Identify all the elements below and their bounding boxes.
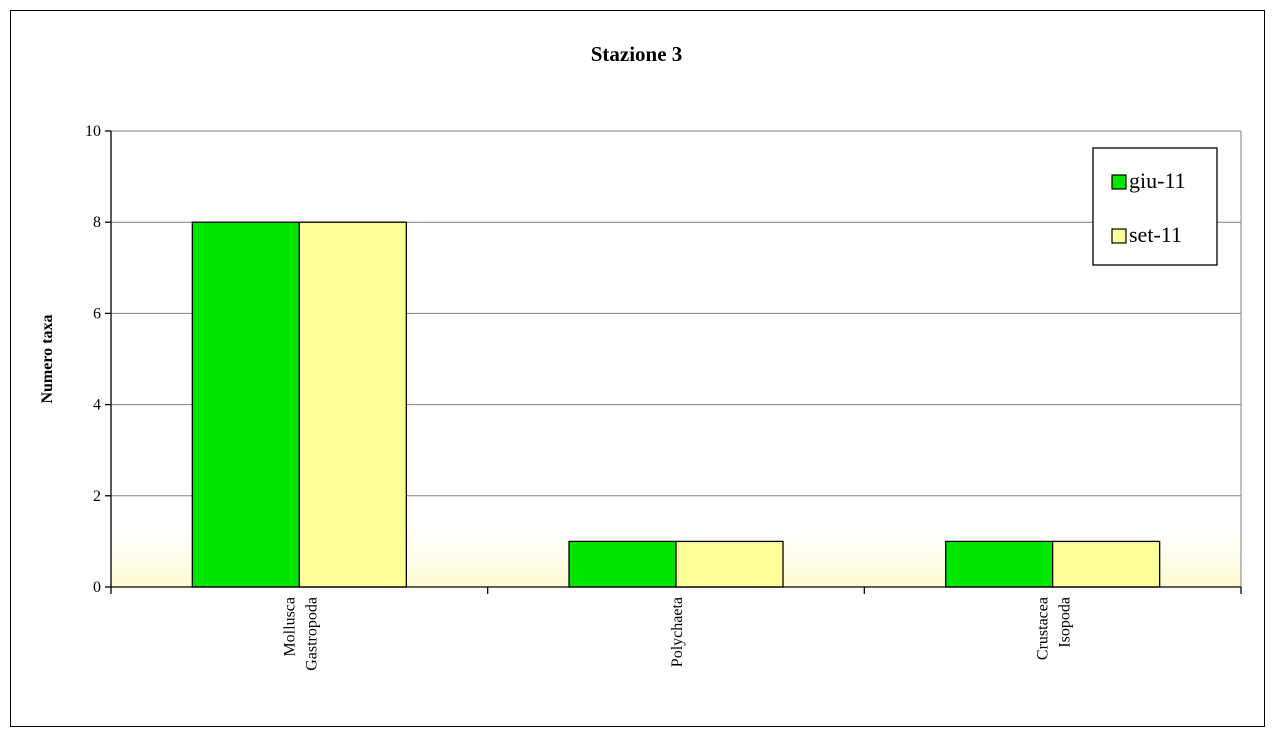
legend-label: giu-11 (1129, 168, 1186, 193)
y-tick-label: 10 (85, 123, 101, 140)
x-category-label: Isopoda (1057, 597, 1074, 648)
chart-title: Stazione 3 (590, 42, 683, 66)
x-category-label: Mollusca (281, 597, 298, 657)
y-tick-label: 2 (93, 488, 101, 505)
bar-set-11 (1052, 540, 1161, 588)
bar-set-11 (675, 540, 784, 588)
bar-giu-11 (191, 221, 300, 588)
y-tick-label: 4 (93, 397, 101, 414)
y-tick-label: 8 (93, 214, 101, 231)
legend-label: set-11 (1129, 222, 1182, 247)
bar-giu-11 (568, 540, 677, 588)
legend-swatch (1111, 228, 1127, 244)
x-category-label: Crustacea (1035, 597, 1052, 660)
bar-giu-11 (945, 540, 1054, 588)
y-tick-label: 6 (93, 305, 101, 322)
y-axis-title: Numero taxa (39, 314, 56, 403)
x-category-label: Gastropoda (303, 597, 320, 671)
x-category-label: Polychaeta (669, 597, 686, 667)
legend (1092, 147, 1218, 266)
bar-set-11 (298, 221, 407, 588)
y-tick-label: 0 (93, 579, 101, 596)
legend-swatch (1111, 174, 1127, 190)
